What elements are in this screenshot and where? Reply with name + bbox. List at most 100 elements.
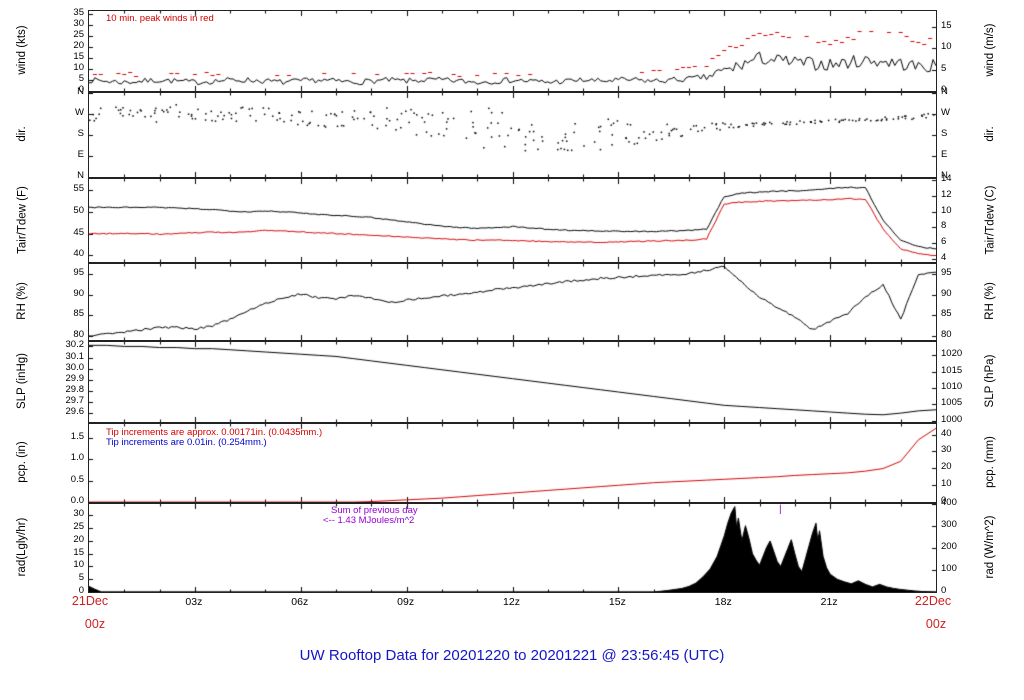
previous-day-sum-marker: | [779,504,782,515]
tick-label: 25 [73,29,84,41]
tick-label: 40 [941,427,952,439]
panel-precip [88,423,937,503]
tick-label: 12 [941,189,952,201]
tick-label: 30.1 [65,350,85,362]
tick-label: 8 [941,220,947,232]
precip-left-axis-title: pcp. (in) [16,441,28,483]
tick-label: 6 [941,236,947,248]
x-start-hour: 00z [84,617,106,631]
radiation-left-axis-title: rad(Lgly/hr) [16,517,28,577]
tick-label: W [75,107,84,118]
tick-label: 10 [941,204,952,216]
tick-label: 20 [73,533,84,545]
tick-label: 1020 [941,348,963,360]
tick-label: 0 [941,495,947,506]
tick-label: 1015 [941,364,963,376]
panel-radiation [88,503,937,593]
tick-label: 1.0 [70,452,84,464]
x-tick-label-15z: 15z [608,596,626,608]
radiation-plot-canvas [89,504,936,592]
tick-label: 15 [941,20,952,32]
tick-label: N [77,170,84,181]
tick-label: 35 [73,7,84,19]
tick-label: 0 [78,585,84,596]
tick-label: E [77,149,84,160]
tick-label: 95 [941,267,952,279]
tick-label: 0 [78,84,84,95]
tick-label: 29.7 [65,395,85,406]
x-start-date: 21Dec [71,594,109,608]
wind-plot-canvas [89,11,936,91]
tick-label: 80 [73,328,84,340]
pressure-left-axis-title: SLP (inHg) [16,352,28,410]
panel-temperature [88,178,937,263]
tick-label: 1010 [941,380,963,392]
precip-plot-canvas [89,424,936,502]
wind-left-axis-title: wind (kts) [16,25,28,75]
tip-increment-note-blue: Tip increments are 0.01in. (0.254mm.) [106,437,267,448]
tick-label: 80 [941,328,952,340]
tick-label: 20 [941,461,952,473]
tick-label: 10 [73,559,84,571]
tick-label: 29.6 [65,406,85,418]
humidity-plot-canvas [89,264,936,340]
tick-label: 10 [73,62,84,74]
tick-label: 0 [941,84,947,95]
tick-label: 300 [941,519,957,531]
tick-label: S [77,128,84,139]
tick-label: E [941,149,948,160]
humidity-left-axis-title: RH (%) [16,282,28,320]
peak-wind-note: 10 min. peak winds in red [106,13,214,24]
tick-label: N [941,86,948,97]
tick-label: N [77,86,84,97]
tick-label: 10 [941,478,952,490]
tick-label: 85 [941,308,952,320]
tick-label: 50 [73,204,84,216]
tick-label: 200 [941,541,957,553]
tick-label: 29.9 [65,372,85,384]
tick-label: 40 [73,248,84,260]
panel-direction [88,92,937,178]
tip-increment-note-red: Tip increments are approx. 0.00171in. (0… [106,427,323,438]
tick-label: 5 [941,62,947,74]
tick-label: 30 [73,18,84,30]
tick-label: 30 [73,508,84,520]
x-tick-label-03z: 03z [185,596,203,608]
tick-label: 100 [941,563,957,575]
x-tick-label-09z: 09z [397,596,415,608]
tick-label: 1000 [941,413,963,425]
tick-label: 30 [941,444,952,456]
direction-left-axis-title: dir. [16,126,28,142]
x-end-date: 22Dec [914,594,952,608]
tick-label: N [941,170,948,181]
tick-label: 14 [941,173,952,185]
tick-label: 45 [73,226,84,238]
radiation-sum-note: Sum of previous day [331,505,418,516]
tick-label: 0 [941,585,947,596]
page-title: UW Rooftop Data for 20201220 to 20201221… [299,647,725,664]
radiation-sum-value: <-- 1.43 MJoules/m^2 [323,515,415,526]
panel-humidity [88,263,937,341]
tick-label: 95 [73,267,84,279]
tick-label: 20 [73,40,84,52]
tick-label: 55 [73,182,84,194]
tick-label: 15 [73,51,84,63]
panel-wind [88,10,937,92]
tick-label: 1005 [941,397,963,409]
temperature-left-axis-title: Tair/Tdew (F) [16,185,28,254]
tick-label: 85 [73,308,84,320]
tick-label: 0.5 [70,473,84,485]
tick-label: 10 [941,41,952,53]
tick-label: S [941,128,948,139]
tick-label: 30.2 [65,339,85,351]
x-tick-label-06z: 06z [291,596,309,608]
x-tick-label-18z: 18z [714,596,732,608]
x-end-hour: 00z [925,617,947,631]
tick-label: 30.0 [65,361,85,373]
tick-label: 15 [73,546,84,558]
x-tick-label-12z: 12z [503,596,520,608]
direction-plot-canvas [89,93,936,177]
tick-label: 90 [941,287,952,299]
tick-label: 400 [941,497,957,509]
